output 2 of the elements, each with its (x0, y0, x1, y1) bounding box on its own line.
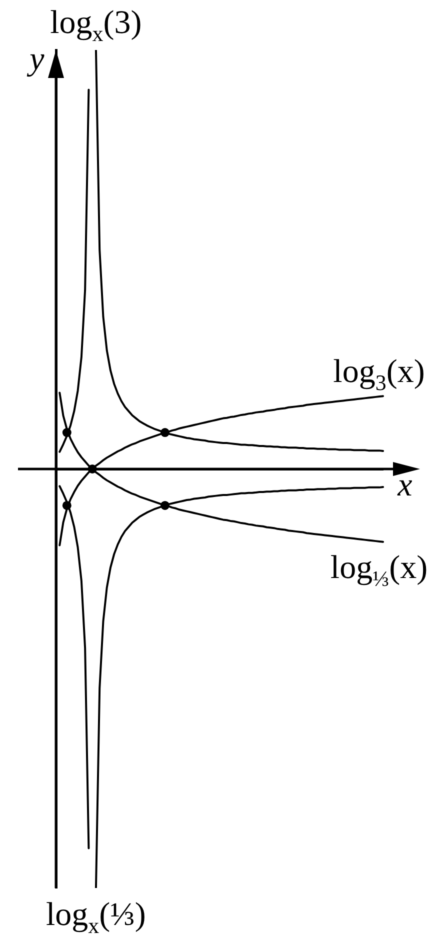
x-axis-title: x (396, 468, 413, 504)
y-axis-title: y (26, 42, 45, 78)
